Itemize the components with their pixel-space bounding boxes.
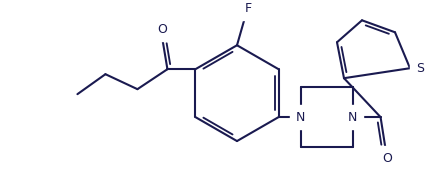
Text: S: S [415,62,423,75]
Text: N: N [347,111,356,124]
Text: F: F [244,2,251,15]
Text: O: O [157,23,167,36]
Text: N: N [295,111,305,124]
Text: O: O [382,152,391,165]
